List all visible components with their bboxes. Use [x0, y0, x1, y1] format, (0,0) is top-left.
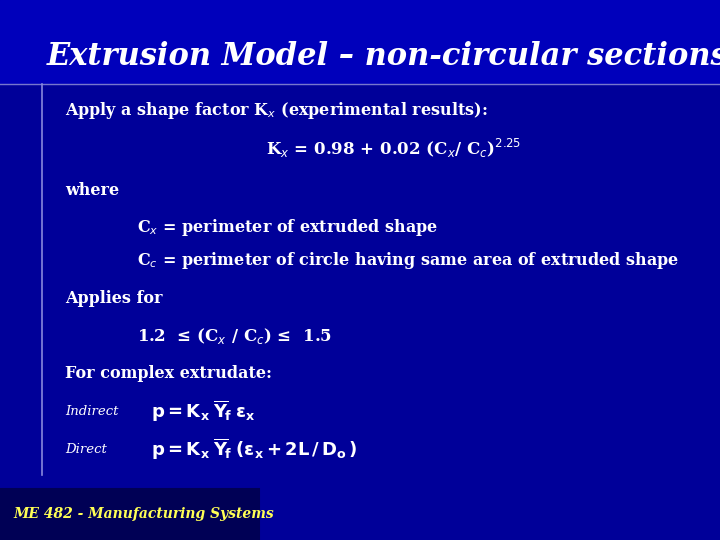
- Text: $\mathbf{p = K_x\;\overline{Y}_{\!f}\;(\varepsilon_x + 2L\,/\,D_o\,)}$: $\mathbf{p = K_x\;\overline{Y}_{\!f}\;(\…: [151, 436, 357, 462]
- Text: 1.2  ≤ (C$_x$ / C$_c$) ≤  1.5: 1.2 ≤ (C$_x$ / C$_c$) ≤ 1.5: [137, 326, 332, 346]
- Text: For complex extrudate:: For complex extrudate:: [65, 365, 272, 382]
- Text: K$_x$ = 0.98 + 0.02 (C$_x$/ C$_c$)$^{2.25}$: K$_x$ = 0.98 + 0.02 (C$_x$/ C$_c$)$^{2.2…: [266, 137, 521, 160]
- Text: Applies for: Applies for: [65, 289, 162, 307]
- Text: C$_x$ = perimeter of extruded shape: C$_x$ = perimeter of extruded shape: [137, 218, 438, 238]
- Text: Indirect: Indirect: [65, 405, 118, 418]
- Text: $\mathbf{p = K_x\;\overline{Y}_{\!f}\;\varepsilon_x}$: $\mathbf{p = K_x\;\overline{Y}_{\!f}\;\v…: [151, 399, 256, 424]
- Text: C$_c$ = perimeter of circle having same area of extruded shape: C$_c$ = perimeter of circle having same …: [137, 250, 679, 271]
- Bar: [0, 0, 720, 84]
- Text: ME 482 - Manufacturing Systems: ME 482 - Manufacturing Systems: [13, 507, 274, 521]
- Text: Extrusion Model – non-circular sections: Extrusion Model – non-circular sections: [47, 41, 720, 72]
- Text: Direct: Direct: [65, 443, 107, 456]
- Text: Apply a shape factor K$_x$ (experimental results):: Apply a shape factor K$_x$ (experimental…: [65, 100, 487, 121]
- Text: where: where: [65, 181, 119, 199]
- Bar: [0, 489, 259, 540]
